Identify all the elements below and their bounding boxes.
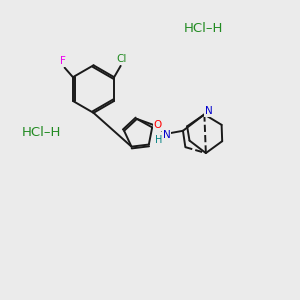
Text: F: F — [61, 56, 66, 66]
Text: H: H — [154, 135, 162, 145]
Text: HCl–H: HCl–H — [22, 126, 61, 139]
Text: O: O — [153, 120, 162, 130]
Text: N: N — [163, 130, 170, 140]
Text: N: N — [205, 106, 213, 116]
Text: HCl–H: HCl–H — [184, 22, 223, 34]
Text: Cl: Cl — [116, 54, 126, 64]
